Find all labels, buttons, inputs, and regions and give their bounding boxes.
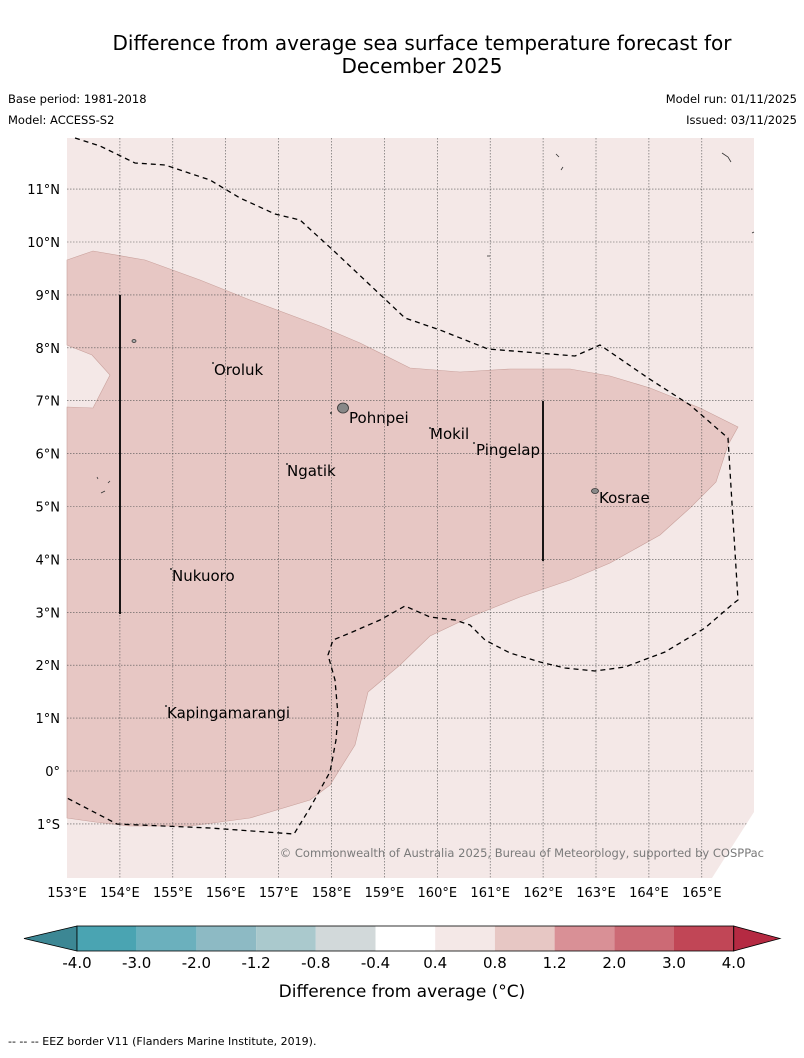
colorbar-tick-label: -1.2 <box>241 954 270 972</box>
issued-date: Issued: 03/11/2025 <box>686 113 797 127</box>
islet-dot <box>428 426 431 429</box>
colorbar-segment <box>554 926 615 951</box>
colorbar-tick-label: 2.0 <box>602 954 626 972</box>
place-oroluk: Oroluk <box>214 361 263 379</box>
islet-dot <box>164 705 167 708</box>
lon-label: 165°E <box>682 886 722 901</box>
no-data-corner <box>712 812 754 878</box>
title-line-1: Difference from average sea surface temp… <box>112 31 732 55</box>
atoll-outline <box>96 476 111 494</box>
colorbar-segment <box>494 926 555 951</box>
lat-label: 11°N <box>27 183 60 198</box>
place-pohnpei: Pohnpei <box>349 409 409 427</box>
colorbar: -4.0 -3.0 -2.0 -1.2 -0.8 -0.4 0.4 0.8 1.2 2.0 3.0 4… <box>23 925 782 972</box>
atoll-outline <box>751 231 755 234</box>
colorbar-tick-label: -4.0 <box>62 954 91 972</box>
colorbar-segment <box>614 926 674 951</box>
place-nukuoro: Nukuoro <box>172 567 235 585</box>
small-island <box>131 339 137 343</box>
longitude-labels: 153°E 154°E 155°E 156°E 157°E 158°E 159°E 160°E… <box>47 886 721 901</box>
islet-dot <box>329 411 332 414</box>
lon-label: 157°E <box>259 886 299 901</box>
place-ngatik: Ngatik <box>287 462 336 480</box>
colorbar-segment <box>435 926 495 951</box>
colorbar-tick-label: -2.0 <box>182 954 211 972</box>
lon-label: 158°E <box>312 886 352 901</box>
islet-dot <box>472 441 475 444</box>
latitude-labels: 11°N 10°N 9°N 8°N 7°N 6°N 5°N 4°N 3°N 2°N 1°N 0° 1°S <box>27 183 60 833</box>
lon-label: 161°E <box>470 886 510 901</box>
colorbar-segment <box>77 926 137 951</box>
lon-label: 153°E <box>47 886 87 901</box>
anomaly-region-0.8-1.2 <box>66 250 739 827</box>
lon-label: 163°E <box>576 886 616 901</box>
colorbar-tick-label: -3.0 <box>122 954 151 972</box>
lon-label: 159°E <box>365 886 405 901</box>
copyright-notice: © Commonwealth of Australia 2025, Bureau… <box>280 846 764 860</box>
lat-label: 9°N <box>36 289 61 304</box>
colorbar-segment <box>674 926 734 951</box>
lat-label: 7°N <box>36 395 61 410</box>
colorbar-segment <box>375 926 436 951</box>
colorbar-tick-label: 0.8 <box>483 954 507 972</box>
islet-dot <box>211 361 214 364</box>
lat-label: 6°N <box>36 448 61 463</box>
colorbar-segment <box>136 926 197 951</box>
colorbar-tick-label: 0.4 <box>423 954 447 972</box>
lat-label: 1°N <box>36 712 61 727</box>
lon-label: 155°E <box>153 886 193 901</box>
colorbar-tick-label: 1.2 <box>543 954 567 972</box>
colorbar-segment <box>256 926 316 951</box>
colorbar-tick-label: -0.4 <box>361 954 390 972</box>
kosrae-island <box>591 488 599 494</box>
lat-label: 2°N <box>36 659 61 674</box>
lat-label: 10°N <box>27 236 60 251</box>
lat-label: 3°N <box>36 606 61 621</box>
model-name: Model: ACCESS-S2 <box>8 113 115 127</box>
lon-label: 164°E <box>629 886 669 901</box>
colorbar-label: Difference from average (°C) <box>279 982 526 1002</box>
lon-label: 160°E <box>418 886 458 901</box>
colorbar-frame <box>76 925 735 952</box>
lat-label: 4°N <box>36 553 61 568</box>
place-mokil: Mokil <box>430 425 469 443</box>
base-period: Base period: 1981-2018 <box>8 92 147 106</box>
lat-label: 1°S <box>37 818 60 833</box>
colorbar-tick-label: 3.0 <box>662 954 686 972</box>
chart-title: Difference from average sea surface temp… <box>40 32 804 78</box>
eez-footnote: -- -- -- EEZ border V11 (Flanders Marine… <box>8 1035 317 1048</box>
place-kosrae: Kosrae <box>599 489 650 507</box>
pohnpei-island <box>337 402 349 414</box>
title-line-2: December 2025 <box>341 54 503 78</box>
colorbar-tick-label: 4.0 <box>722 954 746 972</box>
place-kapingamarangi: Kapingamarangi <box>167 704 290 722</box>
colorbar-extend-high <box>733 925 782 952</box>
model-run: Model run: 01/11/2025 <box>665 92 797 106</box>
place-pingelap: Pingelap <box>476 441 540 459</box>
colorbar-extend-low <box>23 925 78 952</box>
islands <box>96 152 755 708</box>
lon-label: 156°E <box>206 886 246 901</box>
lon-label: 154°E <box>100 886 140 901</box>
lon-label: 162°E <box>523 886 563 901</box>
colorbar-segment <box>196 926 257 951</box>
graticule <box>67 138 754 878</box>
lat-label: 0° <box>45 765 60 780</box>
colorbar-tick-label: -0.8 <box>301 954 330 972</box>
atoll-outline <box>555 152 732 171</box>
eez-border <box>66 137 739 835</box>
islet-dot <box>285 462 288 465</box>
islet-dot <box>169 568 172 571</box>
lat-label: 5°N <box>36 501 61 516</box>
colorbar-segment <box>315 926 376 951</box>
lat-label: 8°N <box>36 342 61 357</box>
